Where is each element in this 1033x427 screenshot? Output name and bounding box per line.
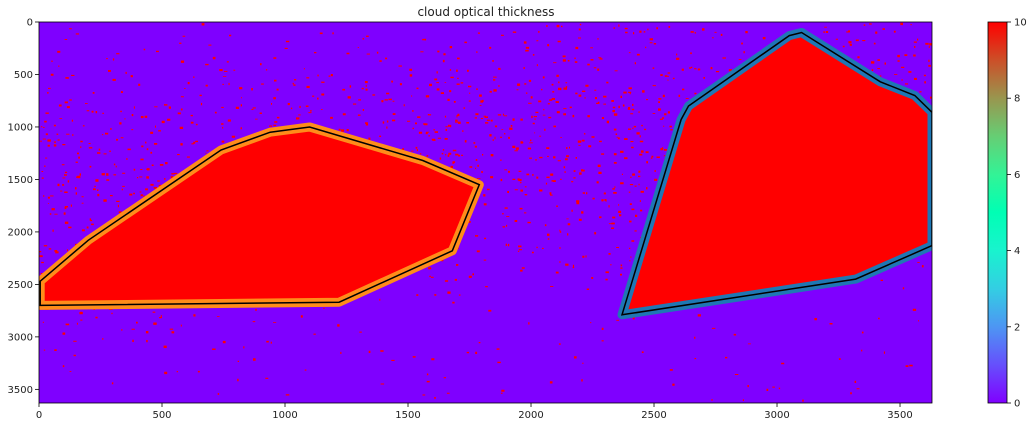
chart-title: cloud optical thickness	[417, 5, 554, 19]
colorbar-tick-label: 2	[1014, 322, 1020, 333]
cloud-region-hull	[39, 126, 481, 307]
x-tick-label: 3500	[887, 410, 912, 421]
plot-frame	[38, 21, 933, 404]
x-tick-label: 0	[36, 410, 42, 421]
y-tick-label: 1500	[8, 175, 33, 186]
colorbar-tick-label: 8	[1014, 94, 1020, 105]
colorbar-tick-label: 0	[1014, 399, 1020, 410]
y-tick-label: 2000	[8, 227, 33, 238]
x-axis: 0 500 1000 1500 2000 2500 3000 3500	[36, 403, 913, 421]
colorbar-tick-label: 6	[1014, 170, 1020, 181]
colorbar: 0 2 4 6 8 10	[987, 18, 1027, 410]
heatmap-plot-area	[39, 22, 932, 403]
y-tick-label: 500	[14, 70, 33, 81]
y-tick-label: 3500	[8, 385, 33, 396]
colorbar-tick-label: 10	[1014, 18, 1027, 29]
y-axis: 0 500 1000 1500 2000 2500 3000 3500	[8, 18, 39, 396]
x-tick-label: 2000	[518, 410, 543, 421]
y-tick-label: 1000	[8, 122, 33, 133]
x-tick-label: 2500	[641, 410, 666, 421]
cloud-regions-layer	[39, 28, 932, 320]
y-tick-label: 0	[27, 18, 33, 29]
y-tick-label: 2500	[8, 280, 33, 291]
x-tick-label: 1000	[272, 410, 297, 421]
colorbar-gradient	[987, 21, 1008, 404]
colorbar-ticks: 0 2 4 6 8 10	[1007, 18, 1027, 410]
x-tick-label: 500	[152, 410, 171, 421]
cloud-region-2	[617, 28, 932, 320]
cloud-region-hull	[620, 31, 932, 316]
x-tick-label: 1500	[395, 410, 420, 421]
x-tick-label: 3000	[764, 410, 789, 421]
colorbar-tick-label: 4	[1014, 246, 1020, 257]
y-tick-label: 3000	[8, 332, 33, 343]
cloud-region-1	[39, 122, 484, 310]
